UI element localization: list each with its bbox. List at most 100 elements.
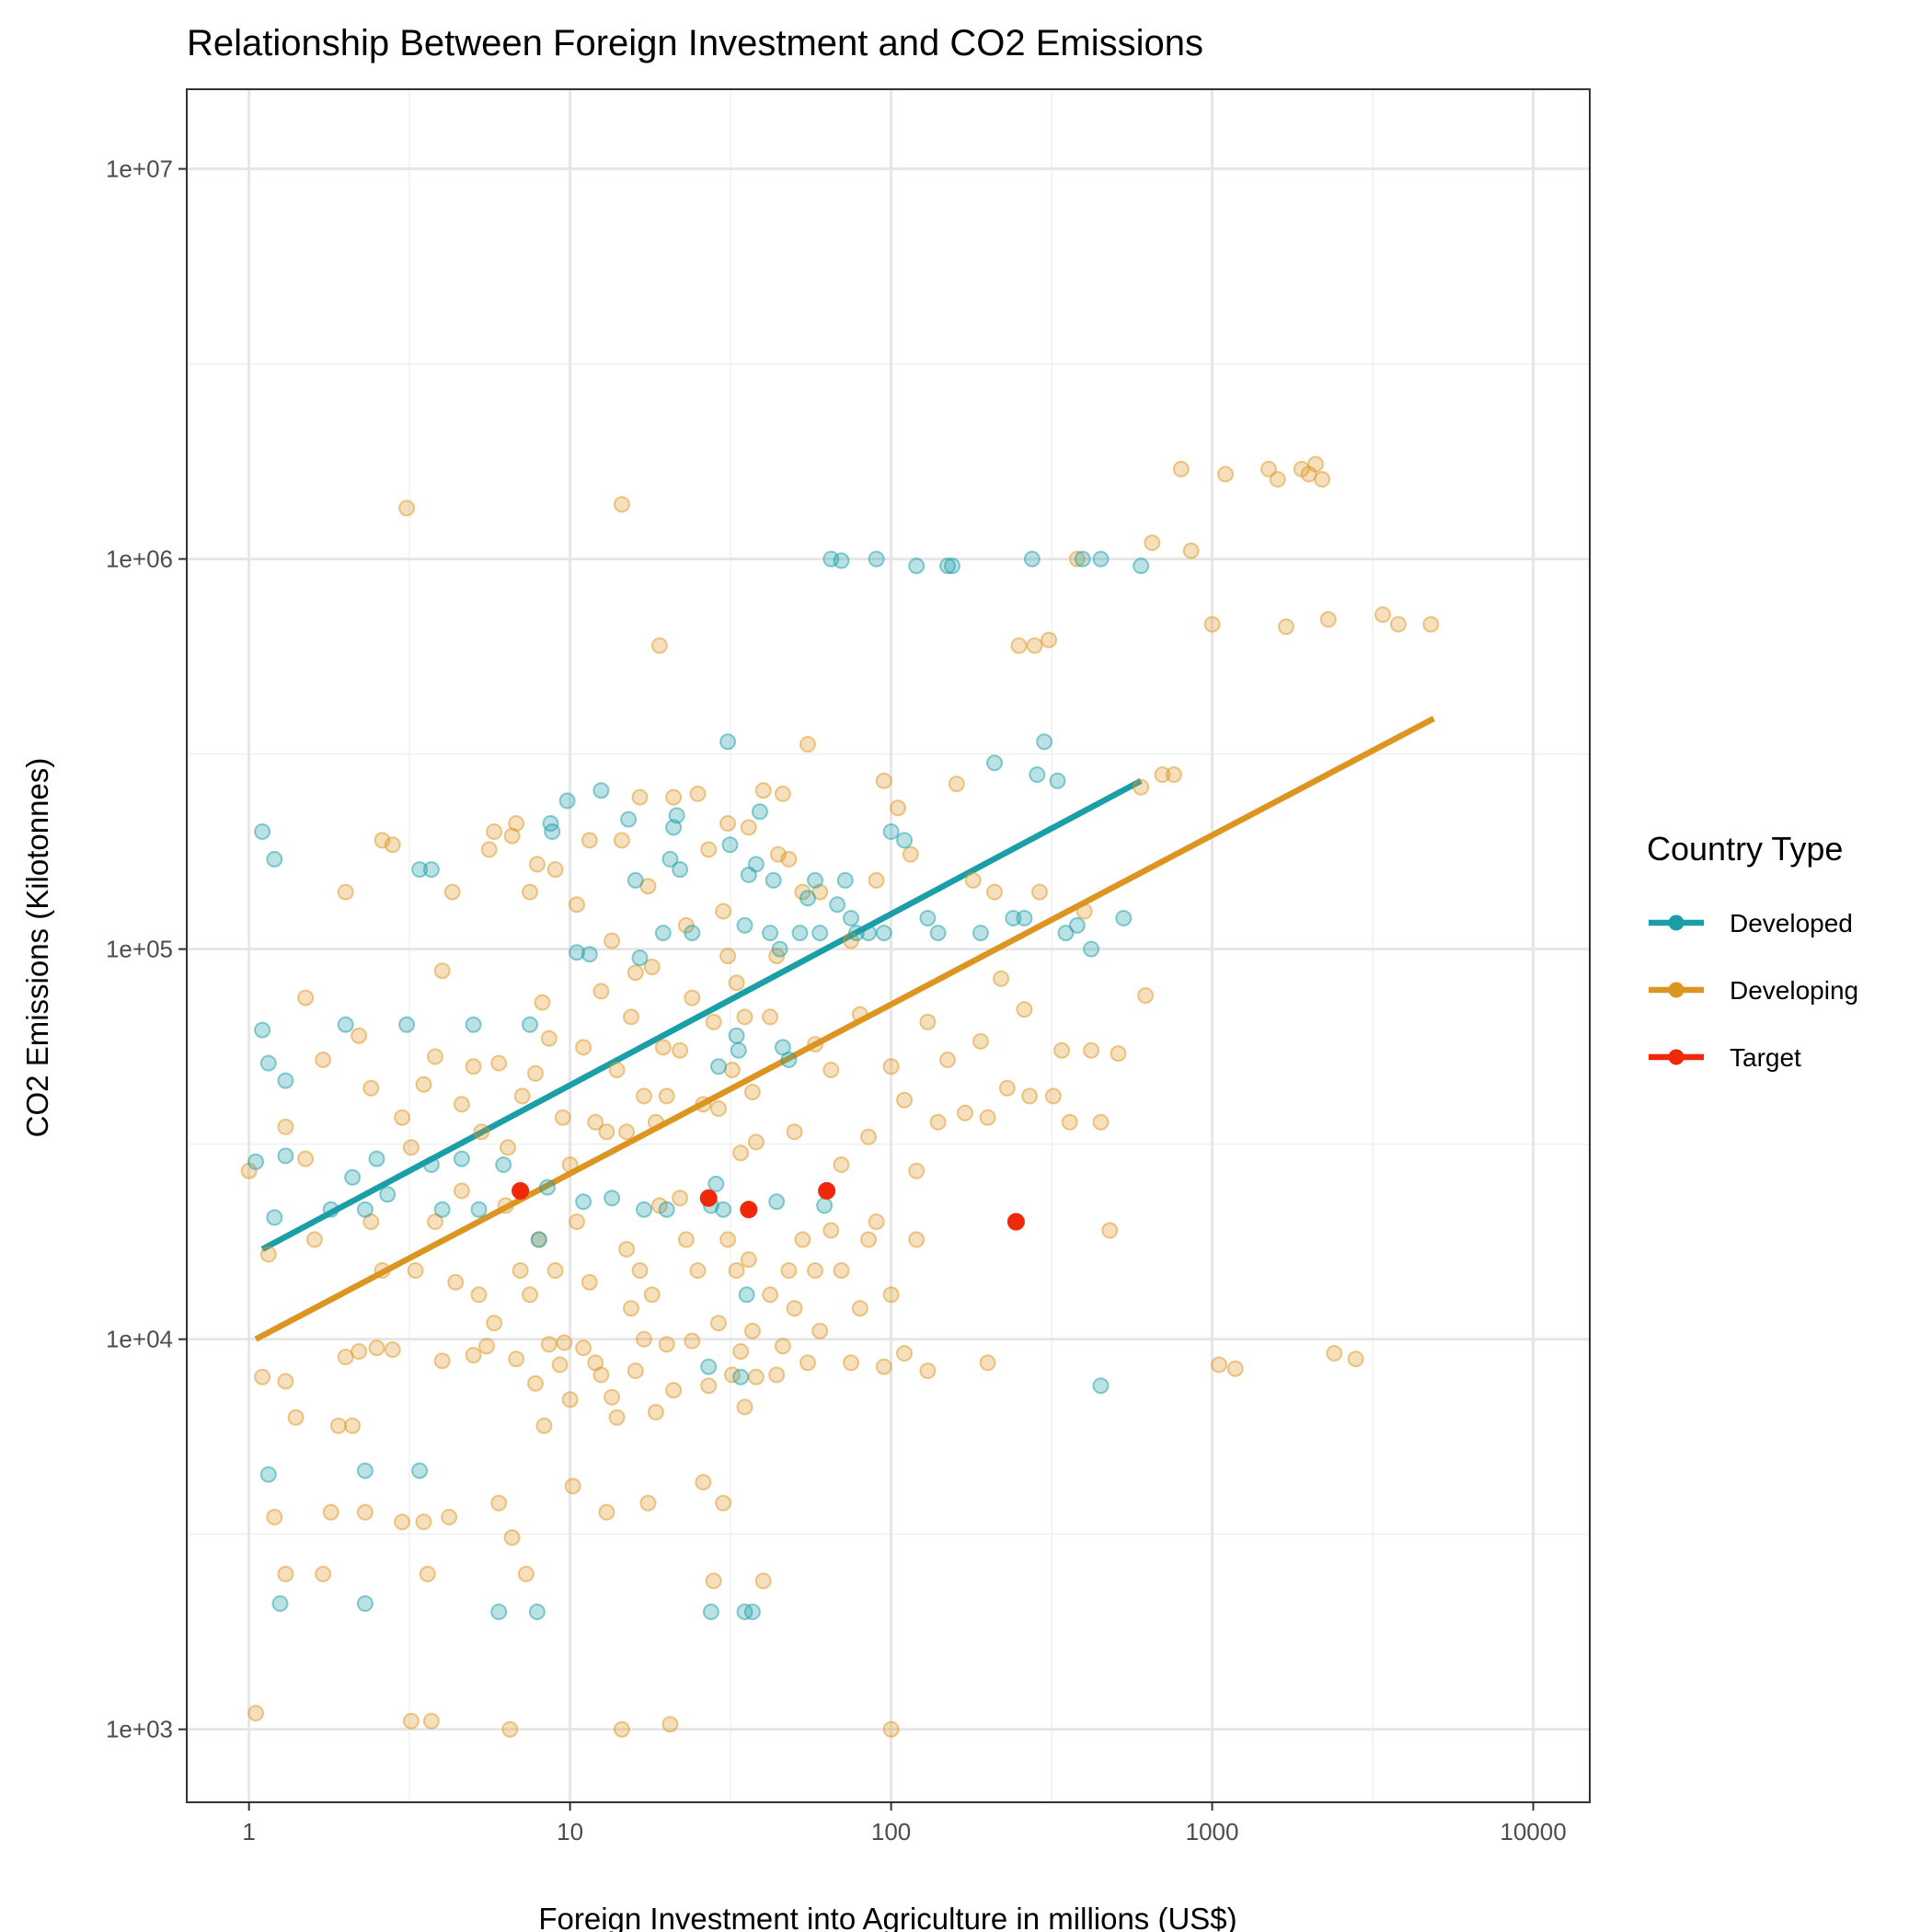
target-point: [1006, 1213, 1025, 1231]
developed-point: [765, 871, 782, 889]
developing-point: [551, 1356, 569, 1374]
developed-point: [592, 782, 610, 799]
developing-point: [684, 989, 701, 1006]
developing-point: [1314, 471, 1331, 488]
developing-point: [715, 1494, 732, 1512]
developed-point: [271, 1595, 289, 1612]
developing-point: [705, 1013, 722, 1030]
developed-point: [411, 861, 429, 879]
developing-point: [799, 736, 816, 753]
developing-point: [728, 1262, 745, 1279]
y-tick-label: 1e+07: [106, 155, 173, 183]
developing-point: [503, 827, 521, 845]
developing-point: [786, 1300, 803, 1317]
developed-point: [719, 733, 737, 751]
developed-point: [939, 558, 956, 575]
developing-point: [522, 1286, 538, 1304]
developing-point: [736, 1008, 753, 1026]
legend: Country Type Developed Developing Target: [1647, 830, 1858, 1072]
developing-point: [811, 1322, 829, 1340]
developing-point: [636, 1330, 652, 1348]
developing-point: [902, 845, 919, 863]
developing-point: [896, 1091, 913, 1109]
developing-point: [277, 1373, 294, 1390]
developing-point: [1144, 535, 1161, 551]
developed-point: [259, 1466, 277, 1483]
developing-point: [613, 496, 630, 513]
developing-point: [939, 1052, 956, 1068]
developing-point: [587, 1113, 604, 1131]
developed-point: [528, 1604, 546, 1620]
developing-point: [700, 1377, 718, 1395]
developing-point: [1031, 883, 1048, 901]
developing-point: [658, 1087, 675, 1105]
developed-point: [896, 832, 913, 849]
developing-point: [774, 1338, 791, 1355]
developing-point: [1166, 766, 1182, 783]
developing-point: [1010, 637, 1028, 654]
developed-point: [868, 550, 885, 568]
developed-point: [636, 1201, 652, 1218]
developing-point: [535, 1417, 553, 1434]
developing-point: [1389, 615, 1407, 633]
developing-point: [443, 883, 461, 901]
developing-point: [689, 785, 707, 802]
developed-point: [665, 819, 683, 836]
developing-point: [490, 1054, 508, 1072]
developing-point: [618, 1123, 636, 1141]
developed-point: [791, 925, 809, 942]
developed-point: [398, 1016, 416, 1033]
developing-point: [882, 1286, 900, 1304]
target-point: [699, 1189, 718, 1207]
developing-point: [259, 1246, 277, 1263]
developing-point: [453, 1096, 470, 1113]
developed-point: [259, 1054, 277, 1072]
developing-point: [546, 1262, 564, 1279]
developing-point: [277, 1118, 294, 1135]
developing-point: [546, 861, 564, 879]
developing-point: [875, 1358, 892, 1375]
developing-point: [540, 1029, 558, 1047]
developed-point: [379, 1186, 397, 1203]
developed-point: [721, 836, 739, 854]
developing-point: [719, 1231, 737, 1248]
legend-key-point-developing: [1668, 982, 1685, 998]
developing-point: [672, 1190, 689, 1207]
developing-point: [833, 1156, 850, 1173]
developed-point: [702, 1604, 719, 1620]
developed-point: [356, 1462, 374, 1479]
developed-point: [972, 925, 989, 942]
developed-trend-line: [260, 777, 1143, 1252]
developing-point: [747, 1368, 765, 1386]
developing-point: [822, 1222, 840, 1239]
developing-point: [631, 788, 649, 806]
developed-point: [1057, 925, 1075, 942]
developing-point: [677, 1231, 695, 1248]
developing-point: [957, 1104, 973, 1121]
developing-point: [500, 1139, 516, 1156]
developing-point: [639, 1494, 657, 1512]
developed-point: [575, 1193, 592, 1211]
developed-point: [422, 861, 440, 879]
developing-point: [415, 1075, 432, 1093]
developed-point: [728, 1027, 745, 1044]
developed-point: [919, 910, 937, 926]
developing-point: [1374, 606, 1391, 624]
developing-point: [1110, 1045, 1127, 1063]
developing-point: [908, 1231, 926, 1248]
developing-point: [890, 799, 906, 817]
developed-point: [1029, 766, 1046, 783]
developed-point: [277, 1072, 294, 1089]
developing-point: [768, 1366, 786, 1384]
developing-point: [1269, 471, 1286, 488]
developing-point: [486, 823, 503, 840]
developing-point: [604, 932, 621, 949]
developing-point: [979, 1109, 996, 1126]
developing-point: [561, 1156, 579, 1173]
x-tick-label: 1: [242, 1818, 255, 1846]
developing-point: [402, 1712, 420, 1730]
developing-point: [695, 1474, 712, 1491]
developing-point: [723, 1062, 741, 1078]
developing-point: [581, 832, 598, 849]
developing-point: [407, 1262, 424, 1279]
